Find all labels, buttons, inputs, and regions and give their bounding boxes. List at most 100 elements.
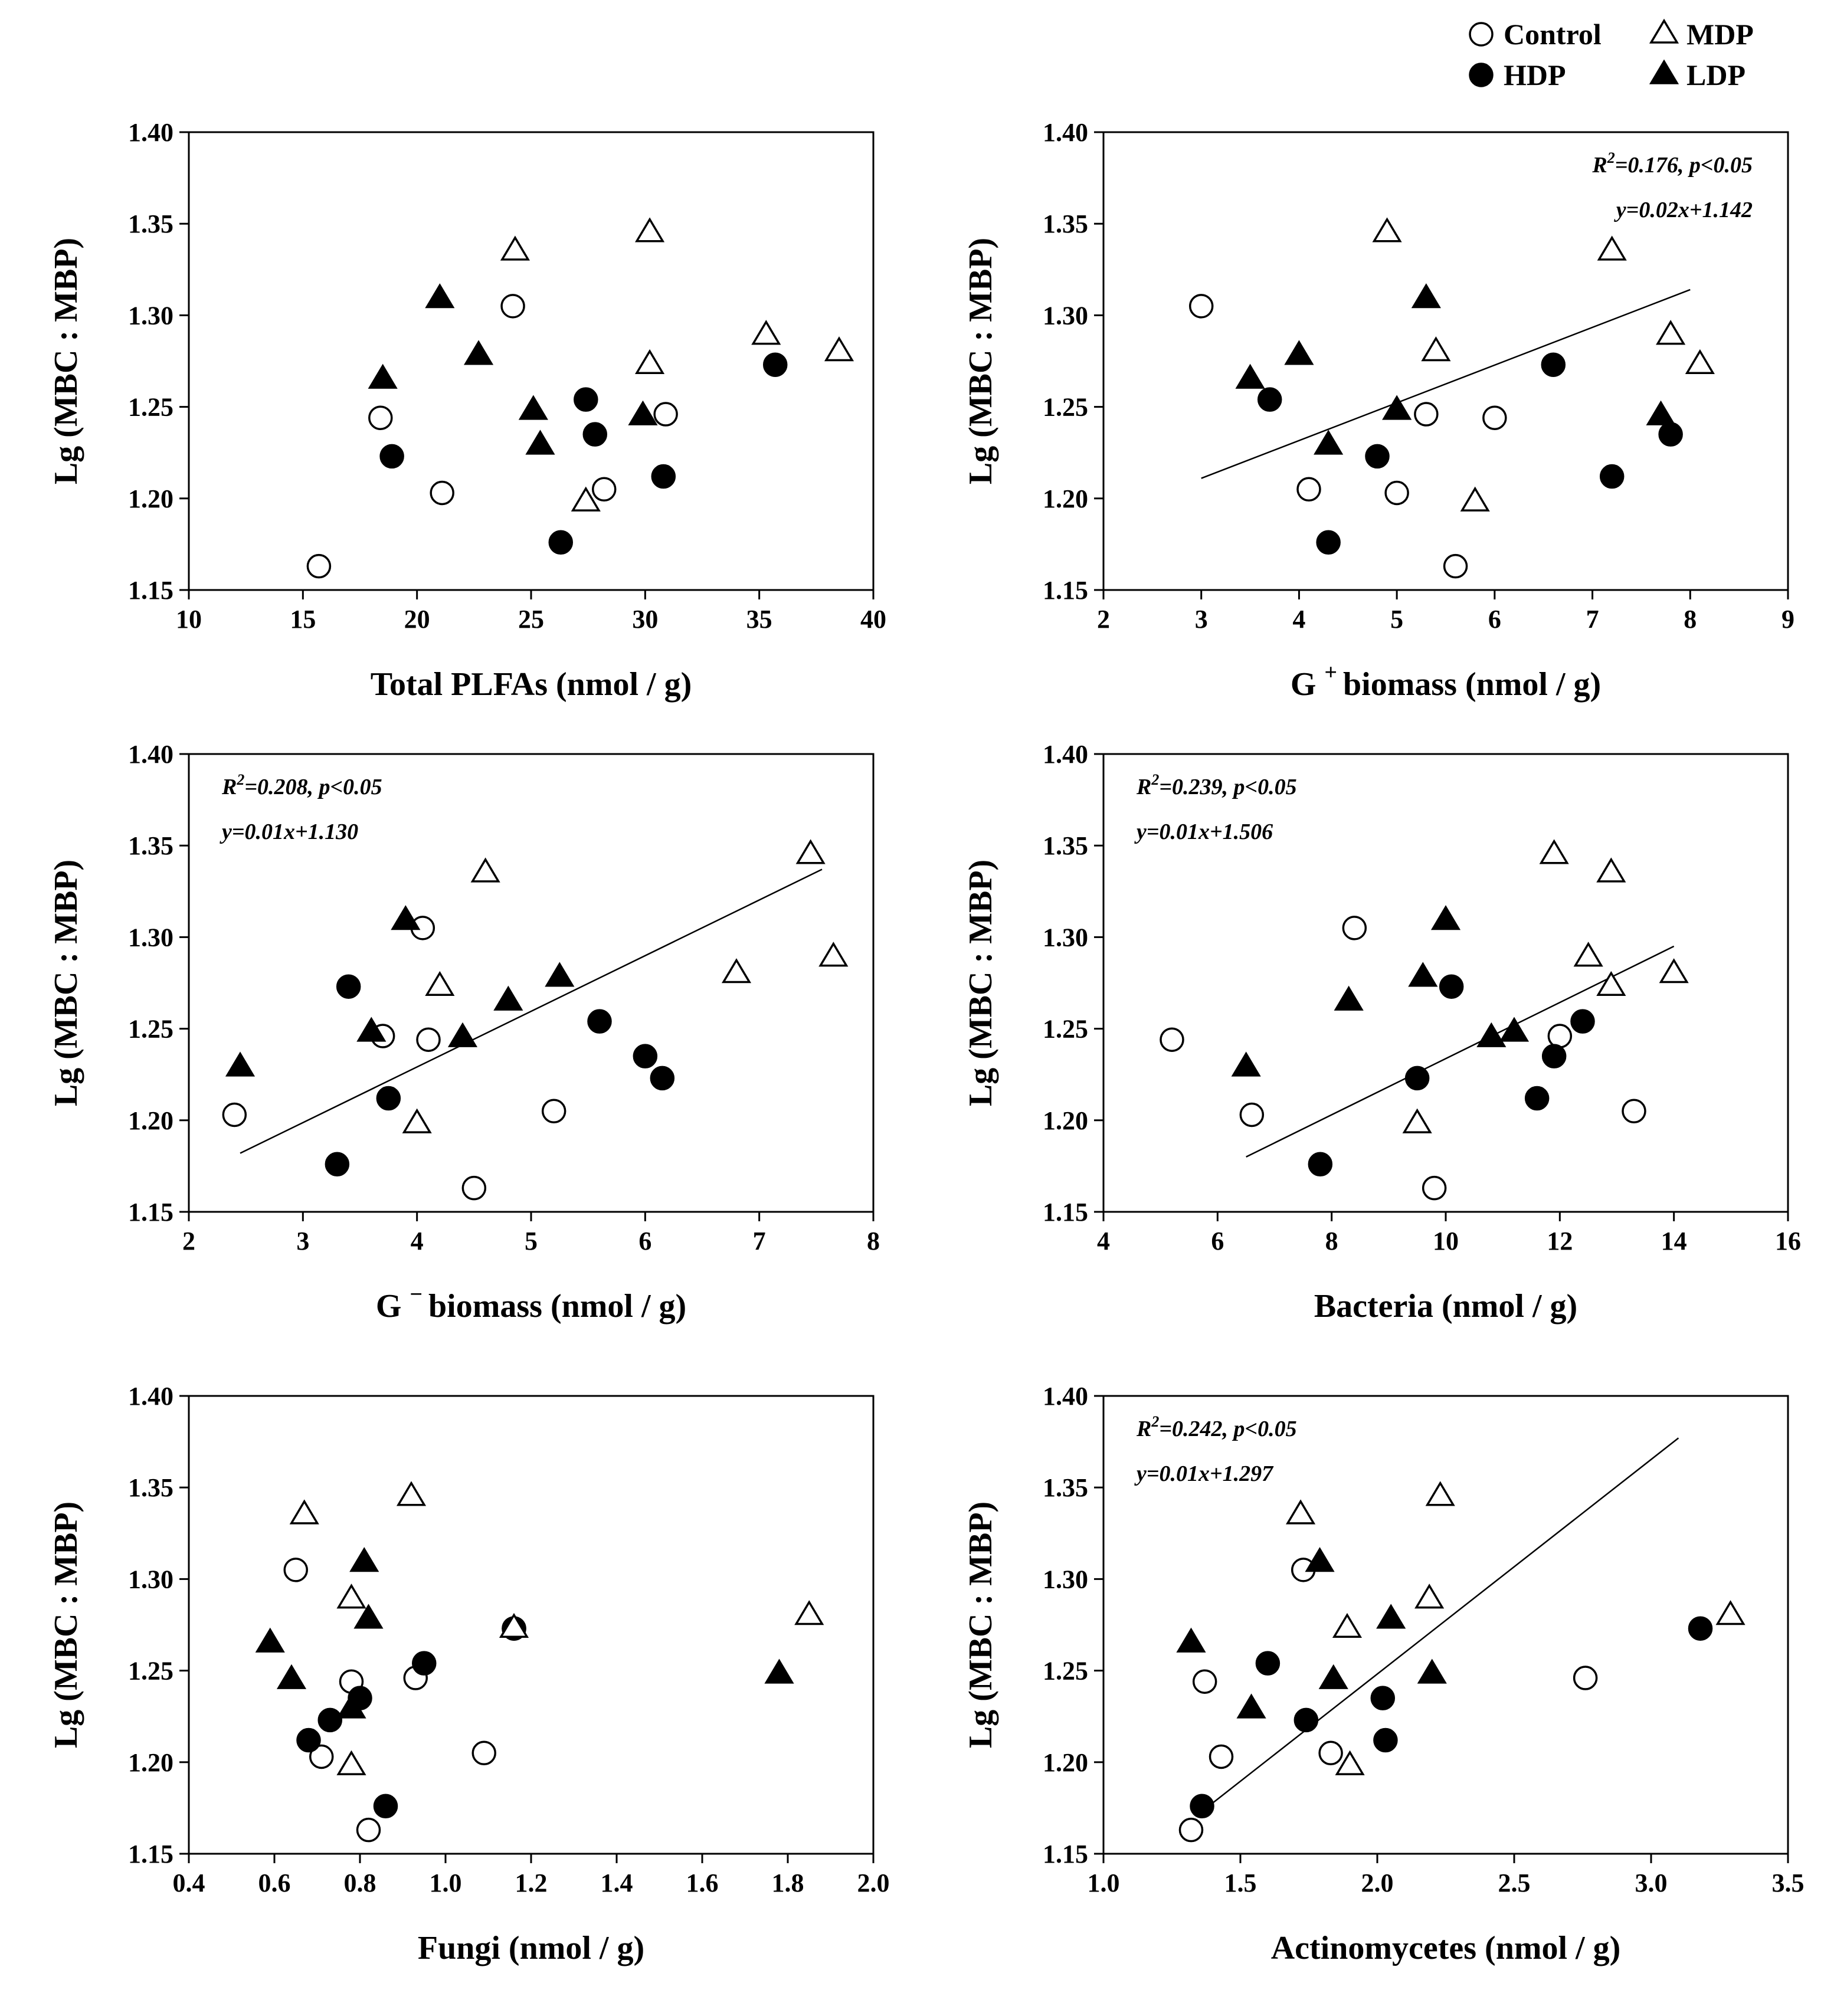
series-mdp (289, 1481, 824, 1775)
data-point-mdp (500, 235, 530, 261)
x-tick-label: 25 (518, 605, 544, 634)
chart-total-plfas: 10 15 20 25 30 35 40 1.15 1.20 1.25 1.30 1.35 1.40 Lg… (48, 118, 886, 703)
series-control (283, 1558, 526, 1843)
data-point-ldp (1499, 1017, 1530, 1042)
series-hdp (296, 1616, 526, 1819)
data-point-control (1547, 1024, 1573, 1048)
data-point-ldp (1476, 1022, 1507, 1047)
data-point-hdp (1370, 1686, 1396, 1710)
x-tick-label: 0.4 (173, 1869, 205, 1897)
data-point-hdp (1541, 352, 1566, 377)
data-point-control (1414, 402, 1439, 427)
data-point-mdp (634, 217, 665, 242)
data-point-control (356, 1817, 381, 1843)
data-point-hdp (1404, 1066, 1430, 1091)
x-tick-label: 4 (1292, 605, 1305, 634)
data-point-control (368, 405, 393, 430)
data-point-control (1384, 480, 1409, 506)
data-point-mdp (818, 942, 849, 967)
data-point-control (1342, 916, 1367, 940)
data-point-ldp (1411, 283, 1441, 309)
data-point-mdp (1372, 217, 1402, 242)
annot-pre: R (221, 775, 237, 799)
data-point-hdp (582, 422, 608, 447)
annot-pre: R (1136, 775, 1151, 799)
data-point-mdp (571, 486, 601, 512)
data-point-ldp (518, 395, 548, 420)
y-tick-label: 1.40 (1043, 740, 1088, 769)
series-control (1188, 294, 1507, 579)
data-point-hdp (1293, 1707, 1319, 1733)
data-point-hdp (1658, 422, 1683, 447)
series-hdp (1308, 974, 1595, 1177)
annot-post: =0.239, p<0.05 (1159, 775, 1296, 799)
data-point-ldp (1318, 1664, 1348, 1689)
regression-equation-annotation: y=0.01x+1.130 (220, 819, 358, 844)
x-tick-label: 1.5 (1224, 1869, 1257, 1897)
series-control (222, 916, 566, 1201)
data-point-control (653, 402, 678, 427)
y-tick-label: 1.25 (128, 393, 173, 422)
data-point-control (1443, 553, 1468, 579)
data-point-hdp (574, 387, 598, 412)
data-point-mdp (1573, 942, 1603, 967)
y-tick-label: 1.40 (128, 1382, 173, 1411)
x-tick-label: 5 (525, 1227, 538, 1256)
circle-open-icon (1469, 22, 1494, 47)
data-point-ldp (764, 1658, 794, 1684)
y-tick-label: 1.30 (1043, 1565, 1088, 1594)
y-tick-label: 1.25 (1043, 1657, 1088, 1686)
data-point-ldp (1231, 1051, 1261, 1077)
series-mdp (1372, 217, 1715, 512)
x-tick-label: 6 (638, 1227, 651, 1256)
plot-frame (1102, 131, 1789, 591)
data-point-ldp (1417, 1658, 1447, 1684)
data-point-mdp (396, 1481, 427, 1506)
data-point-control (416, 1027, 441, 1052)
data-point-control (1422, 1175, 1447, 1201)
data-point-mdp (1597, 235, 1627, 261)
data-point-control (309, 1744, 334, 1769)
annot-sup: 2 (1607, 149, 1615, 166)
legend-item-ldp: LDP (1649, 58, 1746, 91)
data-point-control (1482, 405, 1507, 430)
data-point-control (591, 477, 617, 502)
y-tick-label: 1.40 (1043, 1382, 1088, 1411)
data-point-ldp (356, 1017, 387, 1042)
annot-post: =0.176, p<0.05 (1615, 153, 1753, 178)
data-point-hdp (587, 1009, 612, 1034)
data-point-hdp (317, 1707, 342, 1733)
legend-item-hdp: HDP (1469, 58, 1566, 91)
x-tick-label: 8 (1684, 605, 1697, 634)
data-point-hdp (376, 1086, 401, 1111)
legend-label: HDP (1504, 58, 1566, 91)
y-tick-label: 1.25 (1043, 393, 1088, 422)
chart-bacteria: 4 6 8 10 12 14 16 1.15 1.20 1.25 1.30 1.35 1.40 Lg (M… (962, 740, 1801, 1325)
data-point-ldp (1235, 363, 1265, 389)
series-mdp (1402, 839, 1689, 1133)
data-point-control (1296, 477, 1321, 502)
x-tick-label: 0.8 (344, 1869, 376, 1897)
x-tick-label: 9 (1781, 605, 1794, 634)
data-point-control (471, 1740, 496, 1766)
series-mdp (1286, 1481, 1746, 1775)
regression-line (1246, 945, 1675, 1158)
y-tick-label: 1.25 (1043, 1015, 1088, 1044)
y-tick-label: 1.40 (128, 740, 173, 769)
data-point-hdp (412, 1651, 437, 1676)
data-point-mdp (336, 1750, 366, 1775)
data-point-mdp (1659, 958, 1689, 984)
x-tick-label: 1.4 (601, 1869, 633, 1897)
data-point-mdp (1335, 1750, 1365, 1775)
x-tick-label: 2 (182, 1227, 195, 1256)
circle-filled-icon (1469, 63, 1494, 87)
data-point-ldp (1305, 1547, 1335, 1572)
x-tick-label: 1.2 (515, 1869, 548, 1897)
data-point-hdp (1439, 974, 1464, 999)
data-point-control (1573, 1666, 1598, 1690)
series-mdp (402, 839, 849, 1133)
series-control (1160, 916, 1646, 1201)
data-point-ldp (353, 1604, 384, 1629)
plot-frame (188, 1395, 875, 1855)
y-tick-label: 1.30 (128, 923, 173, 952)
